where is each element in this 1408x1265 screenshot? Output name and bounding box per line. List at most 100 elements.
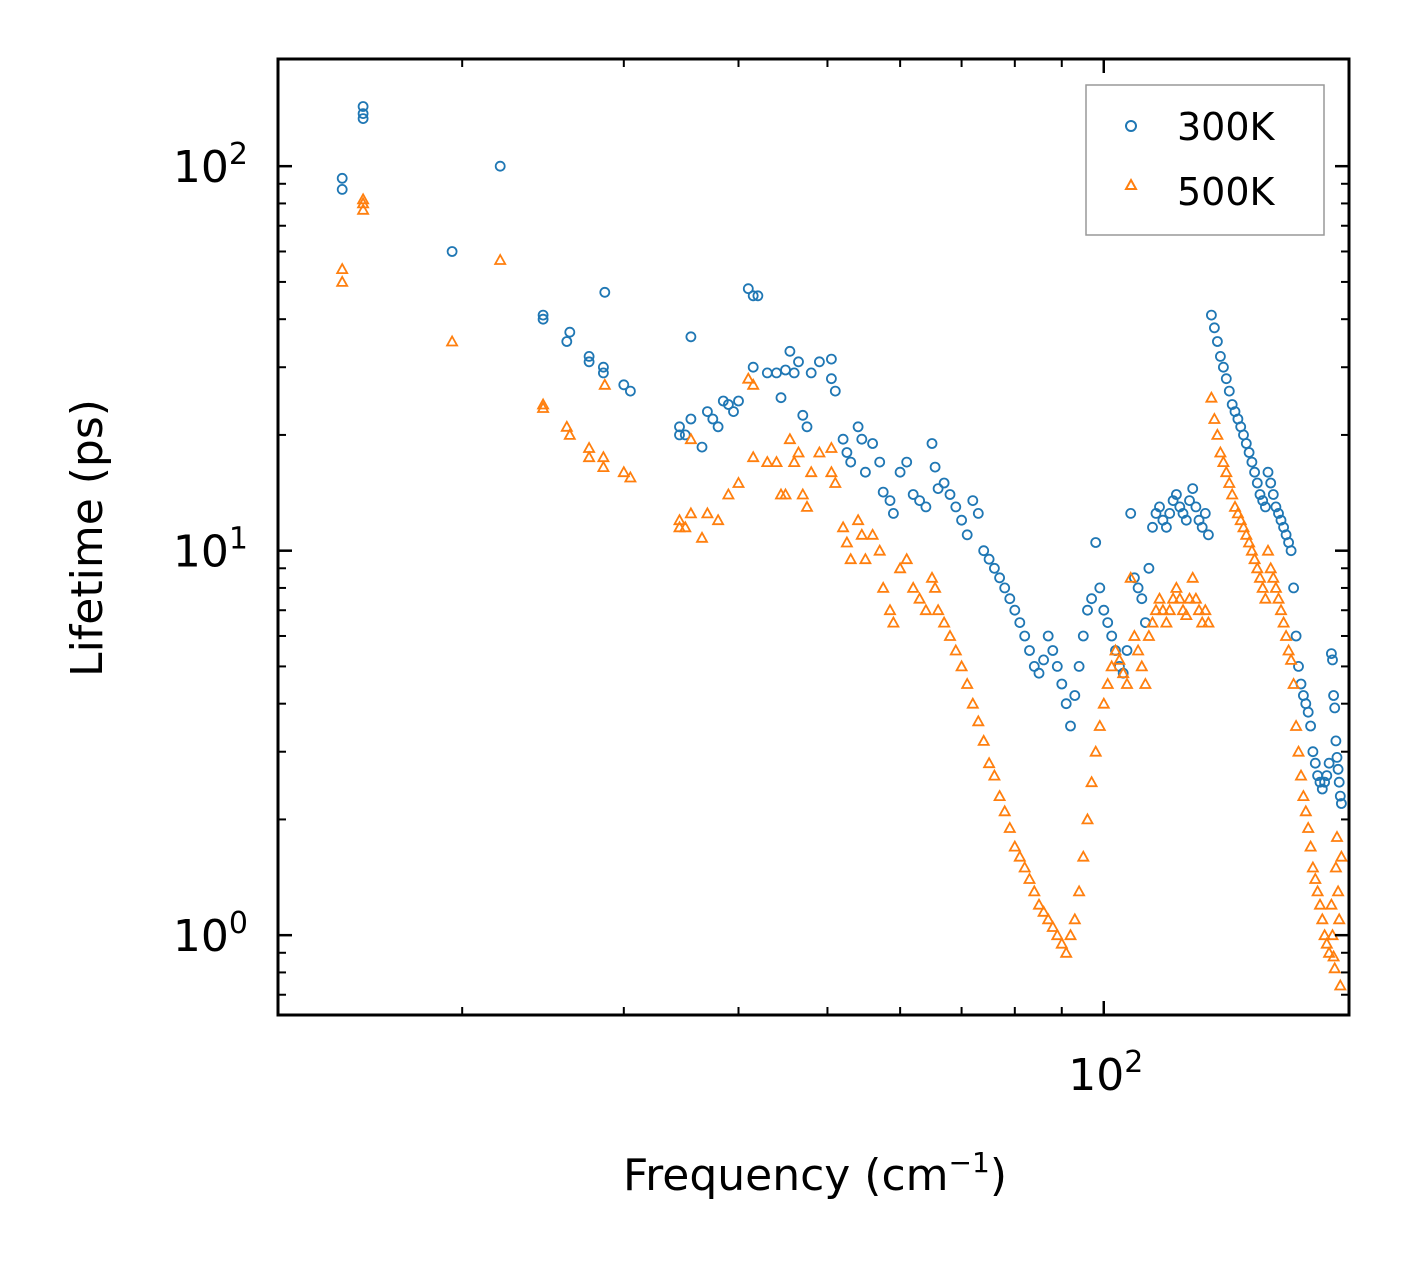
data-point: [1329, 860, 1343, 873]
data-point: [1250, 561, 1264, 574]
y-tick-label-base: 10: [173, 142, 229, 193]
data-point: [1152, 591, 1167, 604]
data-point: [1135, 659, 1149, 672]
data-point: [1120, 677, 1134, 689]
data-point: [966, 696, 980, 709]
data-point: [1085, 775, 1099, 788]
data-point: [721, 487, 735, 500]
data-point: [961, 529, 973, 541]
data-point: [907, 489, 919, 500]
data-point: [696, 441, 708, 453]
data-point: [1207, 412, 1221, 424]
data-point: [1024, 645, 1035, 656]
data-point: [1022, 872, 1037, 884]
data-point: [741, 371, 755, 384]
data-point: [1184, 495, 1195, 507]
data-point: [336, 172, 348, 184]
data-point: [938, 477, 950, 489]
data-point: [1279, 629, 1293, 641]
series-500K: [335, 192, 1348, 991]
data-point: [824, 465, 838, 478]
data-point: [1334, 849, 1348, 862]
data-point: [1169, 581, 1183, 593]
data-point: [928, 581, 942, 593]
data-point: [914, 495, 925, 507]
data-point: [888, 508, 899, 519]
data-point: [1260, 501, 1271, 513]
data-point: [1180, 514, 1192, 526]
data-point: [1315, 912, 1329, 925]
data-point: [1324, 897, 1338, 910]
data-point: [1264, 561, 1278, 574]
data-point: [357, 113, 369, 124]
data-point: [784, 345, 796, 357]
data-point: [599, 286, 611, 298]
data-point: [1336, 798, 1347, 809]
data-point: [1041, 912, 1055, 925]
data-point: [1154, 501, 1165, 513]
data-point: [746, 450, 760, 463]
data-point: [1294, 768, 1308, 781]
data-point: [1082, 604, 1093, 616]
data-point: [1318, 928, 1332, 941]
y-tick-label: 101: [173, 522, 248, 578]
data-point: [1201, 615, 1215, 628]
data-point: [855, 527, 869, 540]
data-point: [884, 495, 896, 507]
data-point: [1038, 654, 1049, 666]
data-point: [672, 513, 687, 526]
data-point: [1305, 720, 1316, 732]
data-point: [1234, 513, 1248, 526]
x-axis-label-main: Frequency (cm: [623, 1150, 949, 1201]
data-point: [564, 326, 576, 338]
data-point: [1132, 582, 1144, 594]
data-point: [841, 447, 853, 458]
data-point: [1284, 653, 1298, 665]
data-point: [1097, 696, 1111, 709]
data-point: [1331, 752, 1343, 763]
plot-frame: [276, 57, 1351, 1017]
data-point: [747, 290, 759, 302]
data-point: [977, 734, 991, 746]
data-point: [1179, 608, 1193, 620]
data-point: [978, 545, 990, 557]
data-point: [1289, 719, 1303, 731]
data-point: [1073, 661, 1085, 672]
data-point: [886, 615, 900, 628]
data-point: [623, 470, 637, 483]
data-point: [1063, 928, 1078, 941]
data-point: [1198, 603, 1212, 616]
data-point: [826, 353, 837, 365]
data-point: [1319, 776, 1330, 788]
data-point: [537, 309, 549, 321]
data-point: [1243, 447, 1255, 458]
data-point: [1101, 677, 1115, 689]
data-point: [493, 253, 507, 265]
data-point: [1322, 945, 1336, 958]
data-point: [876, 581, 890, 593]
data-point: [1253, 570, 1267, 583]
data-point: [1204, 390, 1218, 403]
data-point: [598, 361, 609, 373]
data-point: [1254, 489, 1266, 500]
data-point: [1072, 884, 1086, 897]
data-point: [1273, 508, 1284, 519]
data-point: [1089, 744, 1103, 757]
data-point: [723, 399, 734, 410]
data-point: [335, 275, 349, 287]
data-point: [920, 501, 932, 513]
data-point: [840, 535, 854, 548]
data-point: [1076, 849, 1090, 862]
data-point: [1288, 582, 1299, 594]
data-point: [1080, 812, 1095, 825]
series-300K: [336, 101, 1347, 809]
data-point: [1300, 698, 1312, 710]
data-point: [617, 465, 631, 478]
data-point: [1245, 543, 1259, 556]
data-point: [1329, 702, 1341, 714]
data-point: [598, 367, 609, 379]
data-point: [1018, 860, 1032, 873]
data-point: [1163, 603, 1177, 616]
data-point: [1127, 629, 1141, 641]
data-point: [1098, 604, 1110, 616]
